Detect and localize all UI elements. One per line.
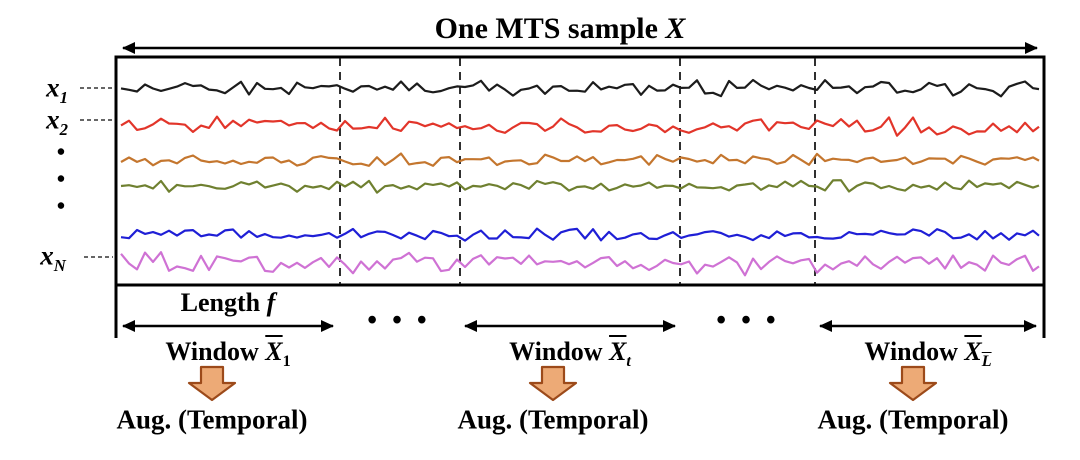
down-arrow-icon: [888, 365, 938, 402]
waveform-x1: [120, 78, 1040, 98]
window-label-3: Window XL: [864, 337, 991, 370]
series-label-xN: xN: [40, 240, 66, 274]
series-var: x: [46, 72, 60, 103]
aug-label-3: Aug. (Temporal): [817, 404, 1009, 435]
figure-title-var: X: [665, 12, 686, 45]
aug-label-2: Aug. (Temporal): [457, 404, 649, 435]
waveform-x5: [120, 227, 1040, 242]
series-sub: 2: [59, 119, 68, 139]
ellipsis-dots-1: • • •: [367, 305, 431, 336]
series-var: x: [46, 104, 60, 135]
waveform-x3: [120, 152, 1040, 167]
figure-title: One MTS sample X: [435, 14, 686, 44]
waveform-xN: [120, 251, 1040, 277]
window-label-2: Window Xt: [509, 337, 631, 370]
series-label-x1: x1: [46, 72, 68, 106]
aug-label-1: Aug. (Temporal): [116, 404, 308, 435]
window-label-text: Window: [864, 337, 965, 366]
window-label-var: X: [265, 337, 283, 366]
figure-title-text: One MTS sample: [434, 12, 666, 45]
window-label-var: X: [609, 337, 627, 366]
signal-waveforms: [120, 78, 1040, 277]
series-label-x2: x2: [46, 104, 68, 138]
window-dividers: [339, 58, 816, 284]
series-var: x: [40, 240, 54, 271]
window-label-sub: 1: [282, 353, 291, 371]
vertical-ellipsis: • • •: [56, 139, 66, 220]
window-label-text: Window: [165, 337, 266, 366]
waveform-x4: [120, 179, 1040, 194]
down-arrow-icon: [187, 365, 237, 402]
window-label-var: X: [964, 337, 982, 366]
ellipsis-dots-2: • • •: [716, 305, 780, 336]
mts-box: [114, 55, 1046, 287]
length-label-var: f: [266, 288, 276, 317]
window-label-sub: L: [981, 353, 992, 371]
window-label-sub: t: [626, 353, 631, 371]
series-sub: N: [53, 255, 66, 275]
augmentation-arrows: [187, 365, 938, 402]
down-arrow-icon: [528, 365, 578, 402]
label-connectors: [80, 87, 113, 258]
waveform-x2: [120, 115, 1040, 137]
window-label-text: Window: [509, 337, 610, 366]
length-label-text: Length: [180, 288, 267, 317]
length-label: Length f: [181, 290, 276, 316]
series-sub: 1: [59, 87, 68, 107]
window-label-1: Window X1: [165, 337, 290, 370]
